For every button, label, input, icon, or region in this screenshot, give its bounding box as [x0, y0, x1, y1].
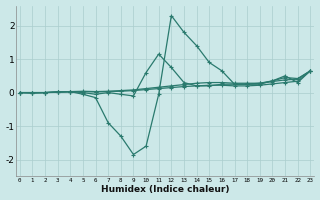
X-axis label: Humidex (Indice chaleur): Humidex (Indice chaleur) — [101, 185, 229, 194]
